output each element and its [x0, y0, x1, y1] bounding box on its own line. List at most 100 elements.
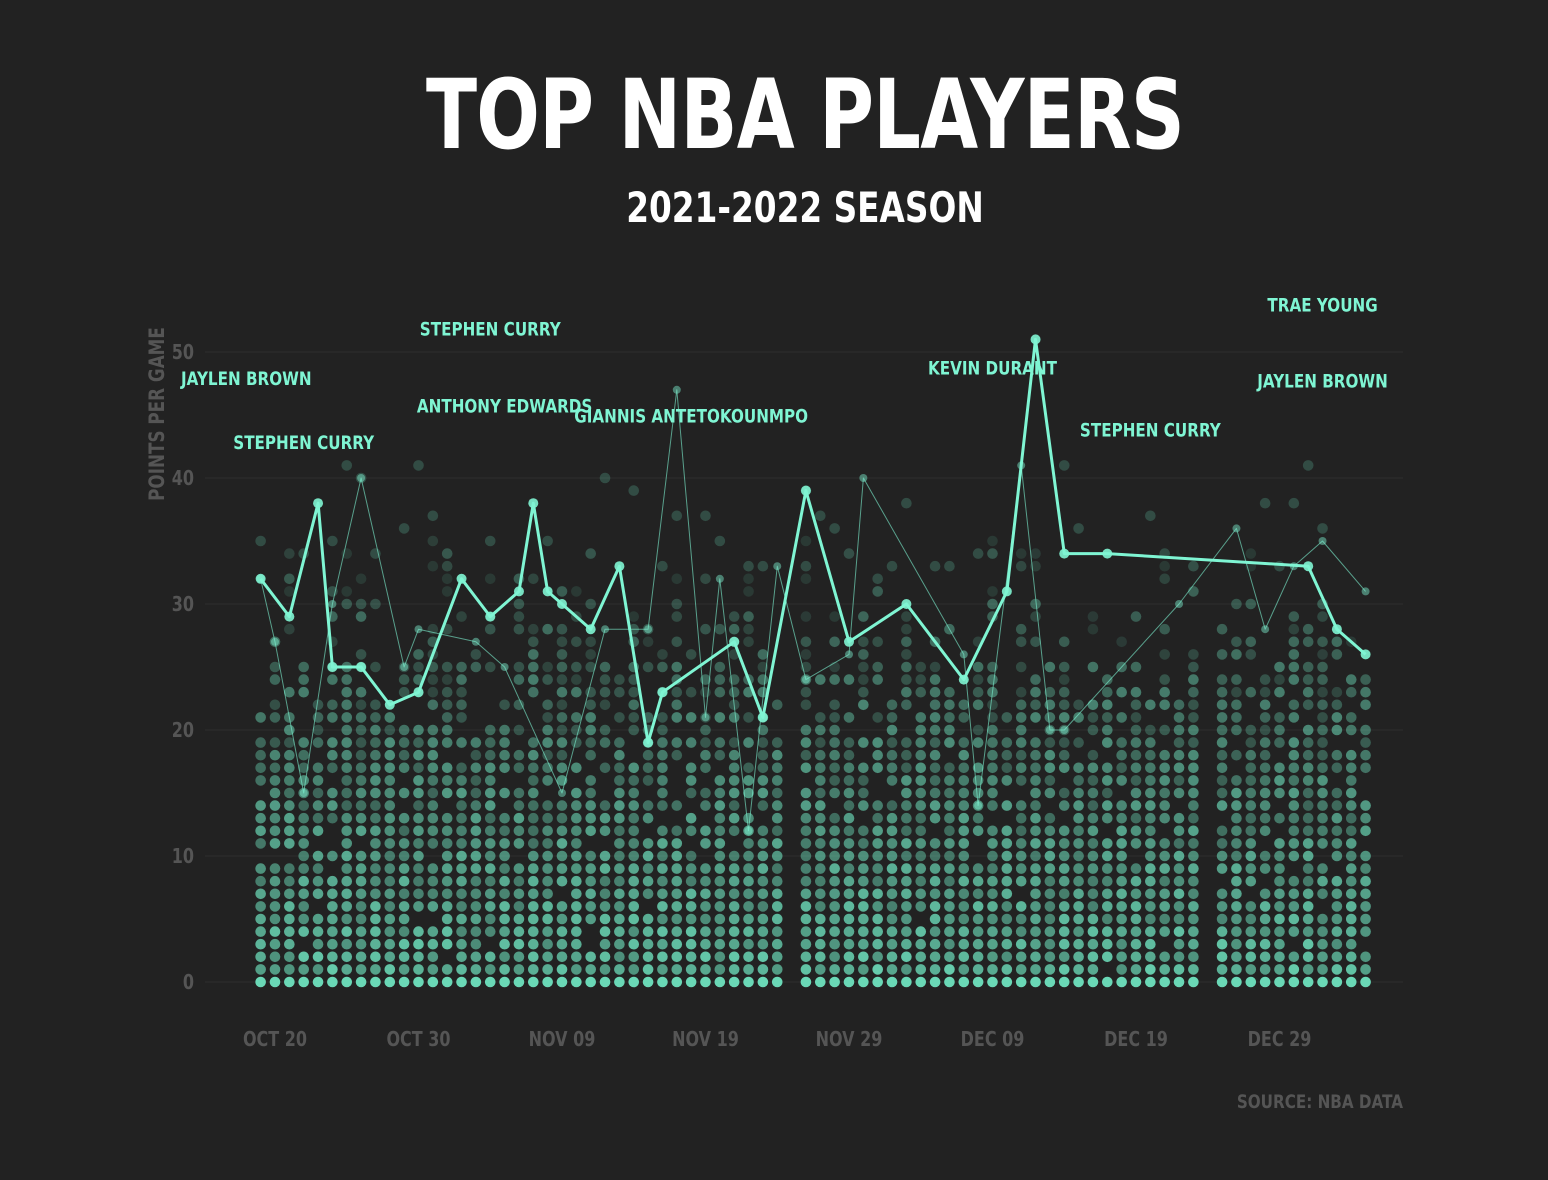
player-dot — [355, 976, 367, 988]
player-dot — [1087, 901, 1099, 912]
player-dot — [829, 636, 840, 648]
player-dot — [1259, 901, 1271, 912]
player-dot — [1173, 938, 1185, 950]
series-point — [327, 662, 338, 672]
player-dot — [714, 951, 726, 963]
player-dot — [1015, 636, 1027, 648]
player-dot — [1130, 964, 1142, 975]
player-dot — [427, 901, 439, 912]
y-tick-label-30: 30 — [172, 593, 194, 616]
player-dot — [355, 649, 367, 660]
player-dot — [341, 686, 353, 698]
player-dot — [456, 661, 467, 673]
player-dot — [671, 838, 683, 849]
player-dot — [327, 762, 338, 774]
player-dot — [312, 863, 324, 874]
series-point — [1175, 600, 1184, 608]
player-dot — [1173, 724, 1185, 736]
player-dot — [542, 800, 553, 811]
player-dot — [398, 888, 410, 900]
player-dot — [987, 951, 998, 963]
player-dot — [398, 762, 410, 774]
player-annotation: TRAE YOUNG — [1267, 295, 1377, 317]
player-dot — [901, 674, 912, 685]
player-dot — [1015, 951, 1027, 963]
player-dot — [714, 661, 726, 673]
player-dot — [1044, 888, 1056, 900]
player-dot — [628, 485, 640, 496]
player-dot — [571, 825, 582, 837]
player-dot — [571, 913, 582, 925]
player-dot — [284, 863, 295, 874]
player-dot — [1030, 800, 1041, 811]
player-dot — [929, 737, 941, 748]
player-dot — [771, 749, 783, 761]
player-dot — [987, 938, 998, 950]
player-dot — [1245, 825, 1257, 837]
player-dot — [614, 686, 625, 698]
player-dot — [427, 724, 439, 736]
player-dot — [929, 863, 941, 874]
player-dot — [614, 850, 625, 862]
player-dot — [1317, 749, 1328, 761]
player-dot — [528, 825, 539, 837]
player-dot — [1302, 787, 1314, 799]
player-dot — [1317, 674, 1328, 685]
player-dot — [743, 775, 754, 786]
player-dot — [441, 901, 453, 912]
player-dot — [1030, 888, 1041, 900]
player-dot — [1302, 724, 1314, 736]
player-dot — [915, 724, 927, 736]
player-dot — [1288, 888, 1300, 900]
player-dot — [858, 649, 869, 660]
player-dot — [685, 762, 697, 774]
player-dot — [1173, 863, 1185, 874]
player-dot — [829, 812, 840, 824]
player-dot — [571, 875, 582, 887]
player-dot — [413, 850, 424, 862]
player-dot — [470, 976, 482, 988]
player-dot — [1044, 838, 1056, 849]
player-dot — [398, 938, 410, 950]
player-dot — [398, 523, 410, 534]
player-dot — [355, 888, 367, 900]
player-dot — [327, 976, 338, 988]
player-dot — [872, 800, 883, 811]
player-dot — [657, 749, 668, 761]
player-dot — [284, 938, 295, 950]
player-dot — [1188, 762, 1199, 774]
player-dot — [829, 888, 840, 900]
player-dot — [972, 661, 984, 673]
player-dot — [571, 951, 582, 963]
player-dot — [800, 573, 812, 585]
player-dot — [714, 787, 726, 799]
player-dot — [1345, 850, 1357, 862]
player-dot — [1073, 913, 1084, 925]
player-dot — [929, 775, 941, 786]
player-dot — [1145, 901, 1156, 912]
player-dot — [542, 901, 553, 912]
player-dot — [815, 775, 826, 786]
player-dot — [1231, 712, 1242, 723]
player-dot — [1130, 749, 1142, 761]
player-dot — [1317, 636, 1328, 648]
player-dot — [599, 825, 611, 837]
player-dot — [1302, 888, 1314, 900]
player-dot — [642, 875, 654, 887]
player-dot — [413, 460, 424, 471]
player-dot — [1145, 787, 1156, 799]
player-dot — [1001, 762, 1013, 774]
player-dot — [585, 888, 596, 900]
player-dot — [384, 825, 396, 837]
player-dot — [1288, 838, 1300, 849]
player-dot — [1259, 787, 1271, 799]
player-dot — [829, 737, 840, 748]
player-dot — [657, 850, 668, 862]
player-dot — [757, 976, 769, 988]
player-dot — [1102, 674, 1113, 685]
player-dot — [1288, 850, 1300, 862]
player-dot — [599, 850, 611, 862]
player-dot — [1159, 964, 1170, 975]
series-point — [644, 625, 653, 634]
player-dot — [599, 875, 611, 887]
